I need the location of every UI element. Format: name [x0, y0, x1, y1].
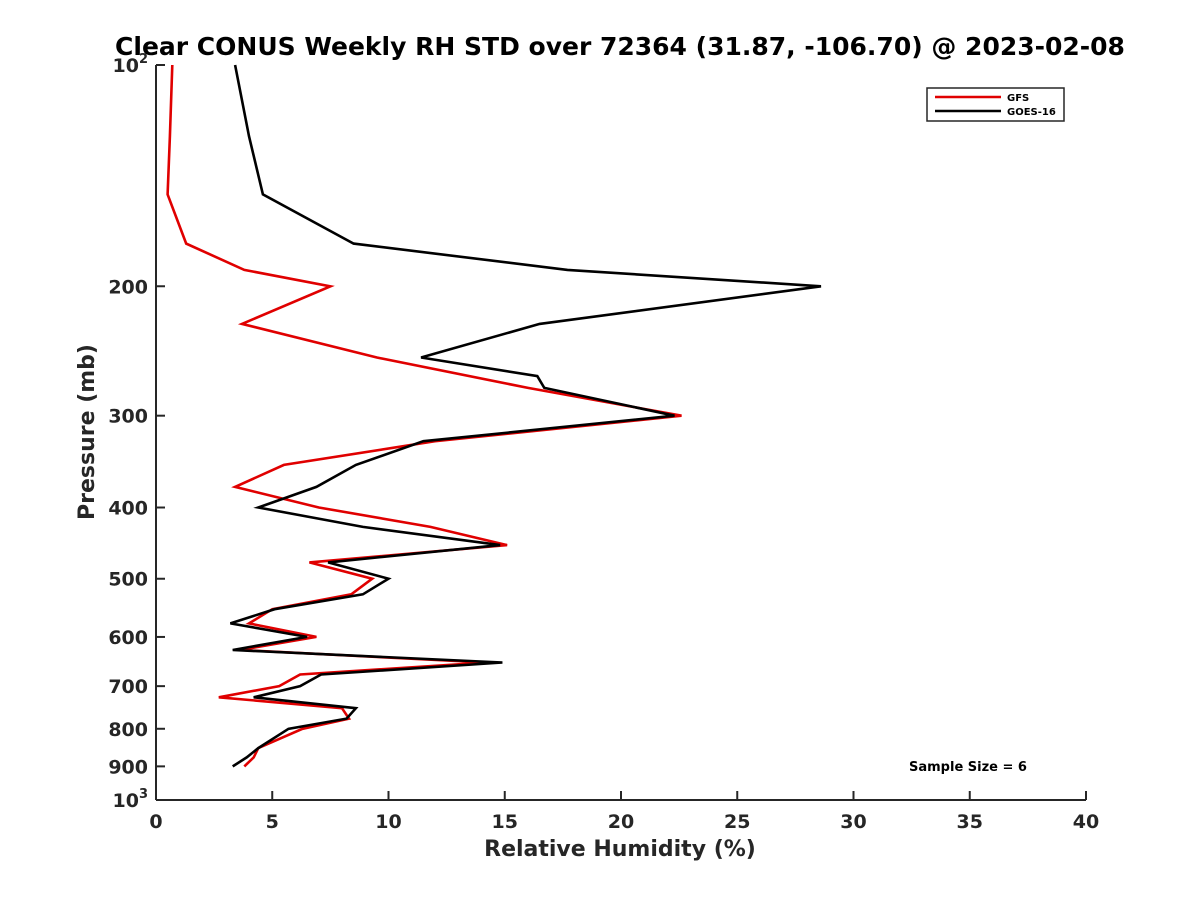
y-tick-label: 900 [108, 756, 148, 778]
series-line-gfs [166, 64, 682, 768]
y-tick-label: 300 [108, 406, 148, 428]
y-tick-label: 200 [108, 276, 148, 298]
x-tick-label: 25 [724, 811, 750, 833]
legend-label: GOES-16 [1007, 107, 1056, 118]
x-tick-label: 15 [492, 811, 518, 833]
series-line-goes-16 [230, 64, 822, 768]
legend: GFS GOES-16 [926, 87, 1065, 122]
sample-size-annotation: Sample Size = 6 [909, 760, 1027, 775]
legend-box [926, 87, 1065, 122]
y-tick-label: 700 [108, 676, 148, 698]
axes: 0 5 10 15 20 25 30 35 40102200300400500600700800… [108, 52, 1099, 833]
y-axis-label: Pressure (mb) [75, 344, 100, 520]
series-layer [166, 64, 822, 768]
x-tick-label: 0 [149, 811, 162, 833]
y-tick-label: 400 [108, 498, 148, 520]
x-tick-label: 5 [266, 811, 279, 833]
x-tick-label: 30 [840, 811, 866, 833]
x-tick-label: 35 [957, 811, 983, 833]
y-tick-label: 500 [108, 569, 148, 591]
legend-label: GFS [1007, 93, 1029, 104]
x-tick-label: 20 [608, 811, 634, 833]
y-tick-label: 800 [108, 719, 148, 741]
y-tick-label: 600 [108, 627, 148, 649]
x-tick-label: 40 [1073, 811, 1099, 833]
x-axis-label: Relative Humidity (%) [484, 837, 756, 862]
x-tick-label: 10 [375, 811, 401, 833]
chart-title: Clear CONUS Weekly RH STD over 72364 (31… [115, 32, 1125, 61]
